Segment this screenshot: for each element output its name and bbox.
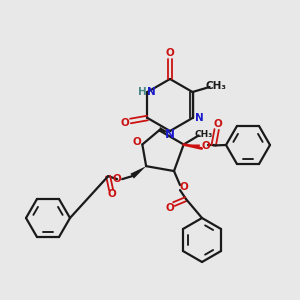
Text: N: N (147, 87, 156, 97)
Polygon shape (130, 166, 146, 178)
Text: O: O (201, 142, 210, 152)
Text: H: H (138, 87, 147, 97)
Text: O: O (166, 203, 174, 213)
Polygon shape (184, 145, 200, 148)
Text: O: O (113, 174, 122, 184)
Text: CH₃: CH₃ (194, 130, 213, 139)
Text: O: O (180, 182, 188, 192)
Text: O: O (120, 118, 129, 128)
Text: O: O (213, 119, 222, 130)
Polygon shape (158, 127, 170, 133)
Text: CH₃: CH₃ (205, 81, 226, 91)
Text: O: O (108, 189, 116, 199)
Text: O: O (133, 137, 142, 148)
Text: N: N (165, 128, 175, 140)
Text: O: O (166, 48, 174, 58)
Text: N: N (195, 113, 204, 123)
